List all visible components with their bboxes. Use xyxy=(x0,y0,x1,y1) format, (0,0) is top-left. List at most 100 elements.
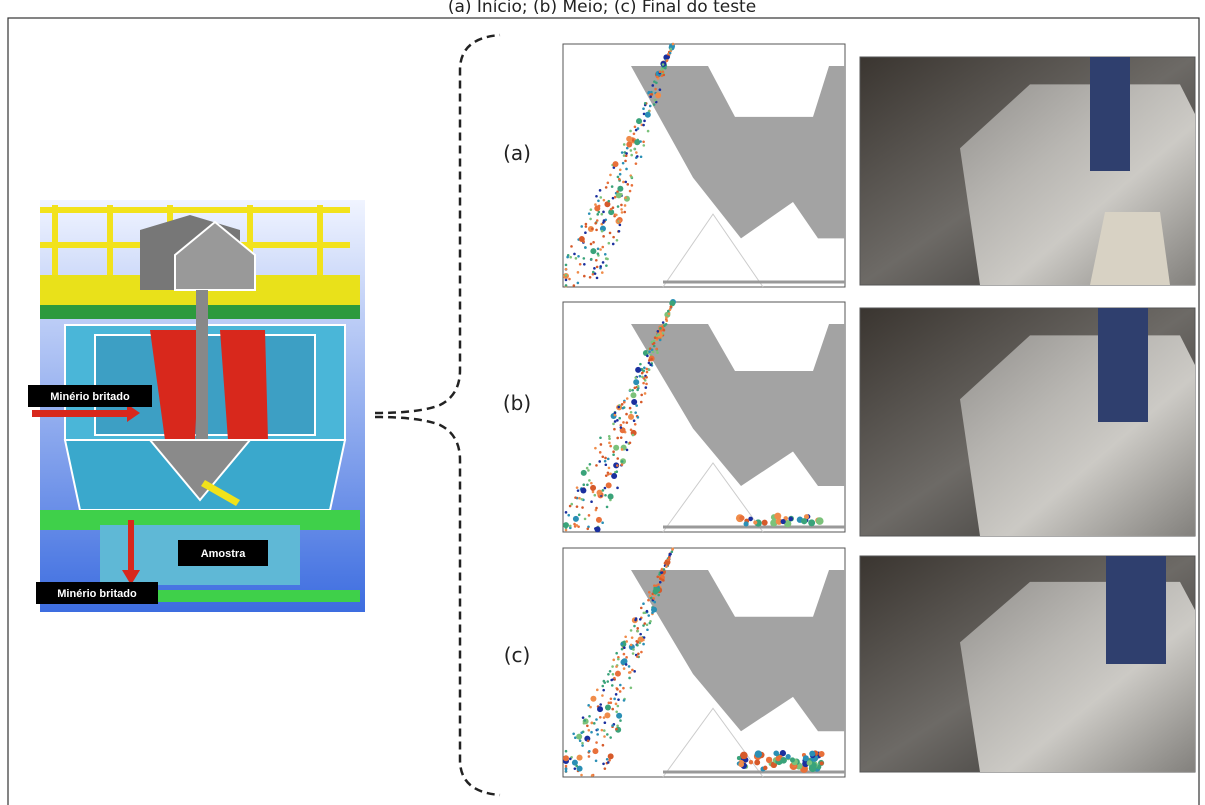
particle xyxy=(617,186,623,192)
pile xyxy=(749,760,753,764)
particle xyxy=(639,375,642,378)
particle xyxy=(595,507,598,510)
particle xyxy=(604,253,607,256)
particle xyxy=(601,230,604,233)
particle xyxy=(643,622,646,625)
particle xyxy=(629,407,632,410)
particle xyxy=(626,397,629,400)
particle xyxy=(588,212,591,215)
particle xyxy=(640,651,643,654)
particle xyxy=(590,243,593,246)
particle xyxy=(587,469,590,472)
particle xyxy=(616,457,619,460)
particle xyxy=(612,659,615,662)
particle xyxy=(613,445,619,451)
pile xyxy=(738,762,744,768)
pile xyxy=(820,761,824,765)
pile xyxy=(786,754,791,759)
particle xyxy=(620,204,623,207)
particle xyxy=(642,140,645,143)
particle xyxy=(616,437,619,440)
particle xyxy=(615,693,618,696)
particle xyxy=(623,699,626,702)
particle xyxy=(631,669,634,672)
particle xyxy=(649,363,652,366)
particle xyxy=(642,639,645,642)
particle xyxy=(667,563,670,566)
particle xyxy=(656,76,659,79)
particle xyxy=(567,514,570,517)
particle xyxy=(619,224,622,227)
particle xyxy=(653,103,656,106)
particle xyxy=(623,211,626,214)
particle xyxy=(597,199,600,202)
particle xyxy=(606,482,612,488)
particle xyxy=(667,310,670,313)
particle xyxy=(580,774,583,777)
page: (a) Início; (b) Meio; (c) Final do teste… xyxy=(0,0,1205,805)
particle xyxy=(672,43,675,46)
particle xyxy=(617,658,620,661)
particle xyxy=(604,767,607,770)
particle xyxy=(668,553,671,556)
particle xyxy=(596,689,599,692)
panel-label: (a) xyxy=(503,141,531,165)
particle xyxy=(595,741,598,744)
particle xyxy=(611,708,614,711)
particle xyxy=(597,706,603,712)
particle xyxy=(588,514,591,517)
particle xyxy=(601,455,604,458)
particle xyxy=(573,516,579,522)
particle xyxy=(600,443,603,446)
column xyxy=(1090,57,1130,171)
particle xyxy=(625,441,628,444)
particle xyxy=(615,728,618,731)
particle xyxy=(580,225,583,228)
particle xyxy=(636,655,639,658)
particle xyxy=(667,559,670,562)
pile xyxy=(740,752,748,760)
pile xyxy=(766,757,772,763)
particle xyxy=(612,161,618,167)
particle xyxy=(577,755,583,761)
particle xyxy=(645,383,648,386)
particle xyxy=(639,618,642,621)
particle xyxy=(656,351,659,354)
particle xyxy=(583,263,586,266)
panels: (a)(b)(c) xyxy=(503,43,1195,777)
particle xyxy=(631,636,634,639)
particle xyxy=(648,591,651,594)
particle xyxy=(649,620,652,623)
particle xyxy=(601,271,604,274)
particle xyxy=(621,463,624,466)
particle xyxy=(586,724,589,727)
particle xyxy=(621,648,624,651)
simulation xyxy=(563,299,845,532)
photo xyxy=(860,57,1195,285)
particle xyxy=(608,702,611,705)
particle xyxy=(649,105,652,108)
particle xyxy=(594,527,597,530)
particle xyxy=(606,733,609,736)
particle xyxy=(612,673,615,676)
particle xyxy=(606,506,609,509)
particle xyxy=(635,162,638,165)
pile xyxy=(809,764,817,772)
particle xyxy=(657,334,660,337)
particle xyxy=(569,256,572,259)
particle xyxy=(642,107,645,110)
particle xyxy=(595,464,598,467)
particle xyxy=(599,436,602,439)
particle xyxy=(565,264,568,267)
particle xyxy=(634,411,637,414)
particle xyxy=(588,479,591,482)
particle xyxy=(633,419,636,422)
particle xyxy=(595,195,598,198)
brace xyxy=(375,35,500,795)
particle xyxy=(604,487,607,490)
particle xyxy=(601,685,604,688)
particle xyxy=(565,274,568,277)
particle xyxy=(611,473,617,479)
particle xyxy=(640,401,643,404)
particle xyxy=(636,627,639,630)
